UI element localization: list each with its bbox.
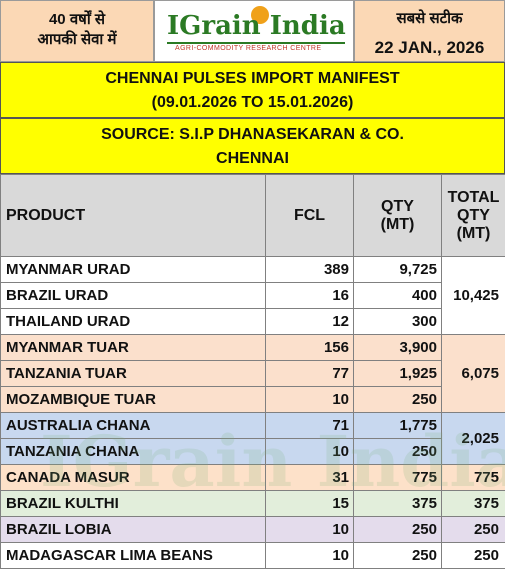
qty-header-line1: QTY [381,197,414,215]
table-row: CANADA MASUR 31 775 775 [0,464,505,491]
fcl-cell: 77 [265,360,354,387]
header-left-box: 40 वर्षों से आपकी सेवा में [0,0,154,62]
qty-header-line2: (MT) [380,215,415,233]
product-cell: BRAZIL KULTHI [0,490,266,517]
table-row: BRAZIL LOBIA 10 250 250 [0,516,505,543]
column-header-product: PRODUCT [0,174,266,257]
fcl-cell: 15 [265,490,354,517]
qty-cell: 400 [353,282,442,309]
product-cell: TANZANIA TUAR [0,360,266,387]
header-right-box: सबसे सटीक 22 JAN., 2026 [354,0,505,62]
column-header-total: TOTAL QTY (MT) [441,174,505,257]
fcl-cell: 10 [265,516,354,543]
fcl-cell: 71 [265,412,354,439]
report-date: 22 JAN., 2026 [374,38,485,57]
fcl-cell: 16 [265,282,354,309]
product-cell: CANADA MASUR [0,464,266,491]
fcl-cell: 156 [265,334,354,361]
title-box: CHENNAI PULSES IMPORT MANIFEST (09.01.20… [0,62,505,118]
qty-cell: 375 [353,490,442,517]
logo: IGrain India AGRI-COMMODITY RESEARCH CEN… [154,0,354,62]
qty-cell: 1,775 [353,412,442,439]
table-row: BRAZIL URAD 16 400 [0,282,505,309]
source-box: SOURCE: S.I.P DHANASEKARAN & CO. CHENNAI [0,118,505,174]
logo-tagline: AGRI-COMMODITY RESEARCH CENTRE [175,45,322,52]
fcl-cell: 12 [265,308,354,335]
title-line1: CHENNAI PULSES IMPORT MANIFEST [105,70,400,87]
source-line1: SOURCE: S.I.P DHANASEKARAN & CO. [101,126,404,143]
product-cell: MOZAMBIQUE TUAR [0,386,266,413]
table-row: MOZAMBIQUE TUAR 10 250 [0,386,505,413]
header-left-line2: आपकी सेवा में [37,31,117,48]
fcl-cell: 10 [265,438,354,465]
fcl-cell: 31 [265,464,354,491]
sun-icon [251,6,269,24]
fcl-cell: 10 [265,542,354,569]
qty-cell: 250 [353,438,442,465]
table-row: MYANMAR TUAR 156 3,900 6,075 [0,334,505,413]
total-urad-cell: 10,425 [441,256,505,335]
qty-cell: 250 [353,516,442,543]
header-left-line1: 40 वर्षों से [48,11,106,28]
qty-cell: 775 [353,464,442,491]
qty-cell: 9,725 [353,256,442,283]
table-row: MYANMAR URAD 389 9,725 10,425 [0,256,505,335]
table-row: THAILAND URAD 12 300 [0,308,505,335]
qty-cell: 3,900 [353,334,442,361]
qty-cell: 250 [353,386,442,413]
fcl-cell: 10 [265,386,354,413]
total-lima-cell: 250 [441,542,505,569]
header-right-line1: सबसे सटीक [396,10,463,27]
total-tuar-cell: 6,075 [441,334,505,413]
title-line2: (09.01.2026 TO 15.01.2026) [151,94,354,111]
product-cell: BRAZIL URAD [0,282,266,309]
product-cell: BRAZIL LOBIA [0,516,266,543]
total-header-line3: (MT) [456,224,491,242]
logo-underline [167,42,345,44]
total-header-line2: QTY [457,206,490,224]
qty-cell: 1,925 [353,360,442,387]
total-header-line1: TOTAL [447,188,500,206]
table-row: TANZANIA TUAR 77 1,925 [0,360,505,387]
logo-text: IGrain India [167,11,346,41]
table-row: AUSTRALIA CHANA 71 1,775 2,025 [0,412,505,465]
table-row: MADAGASCAR LIMA BEANS 10 250 250 [0,542,505,569]
column-header-fcl: FCL [265,174,354,257]
product-cell: AUSTRALIA CHANA [0,412,266,439]
product-cell: MYANMAR TUAR [0,334,266,361]
source-line2: CHENNAI [216,150,289,167]
import-table: PRODUCT FCL QTY (MT) TOTAL QTY (MT) MYAN… [0,174,505,569]
product-cell: TANZANIA CHANA [0,438,266,465]
total-lobia-cell: 250 [441,516,505,543]
table-row: TANZANIA CHANA 10 250 [0,438,505,465]
total-masur-cell: 775 [441,464,505,491]
qty-cell: 250 [353,542,442,569]
total-kulthi-cell: 375 [441,490,505,517]
total-chana-cell: 2,025 [441,412,505,465]
product-cell: MYANMAR URAD [0,256,266,283]
product-cell: MADAGASCAR LIMA BEANS [0,542,266,569]
fcl-cell: 389 [265,256,354,283]
table-header-row: PRODUCT FCL QTY (MT) TOTAL QTY (MT) [0,174,505,257]
table-row: BRAZIL KULTHI 15 375 375 [0,490,505,517]
header: 40 वर्षों से आपकी सेवा में IGrain India … [0,0,505,62]
column-header-qty: QTY (MT) [353,174,442,257]
qty-cell: 300 [353,308,442,335]
product-cell: THAILAND URAD [0,308,266,335]
